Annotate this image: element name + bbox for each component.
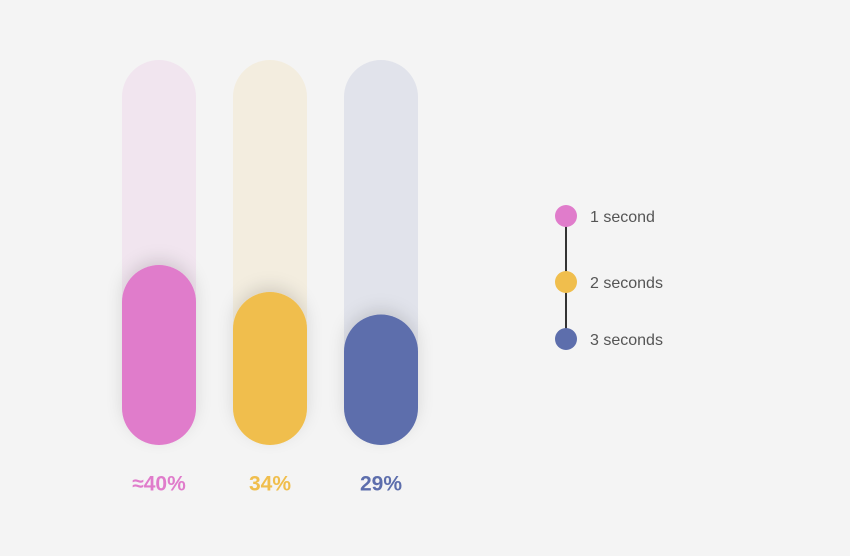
legend-label: 1 second bbox=[590, 209, 655, 226]
legend-marker bbox=[555, 271, 577, 293]
legend-marker bbox=[555, 205, 577, 227]
legend-label: 2 seconds bbox=[590, 275, 663, 292]
bar bbox=[344, 314, 418, 445]
value-label: 34% bbox=[249, 473, 291, 496]
value-label: ≈40% bbox=[132, 473, 186, 496]
legend-marker bbox=[555, 328, 577, 350]
value-label: 29% bbox=[360, 473, 402, 496]
legend-label: 3 seconds bbox=[590, 332, 663, 349]
bar bbox=[233, 292, 307, 445]
bar bbox=[122, 265, 196, 445]
